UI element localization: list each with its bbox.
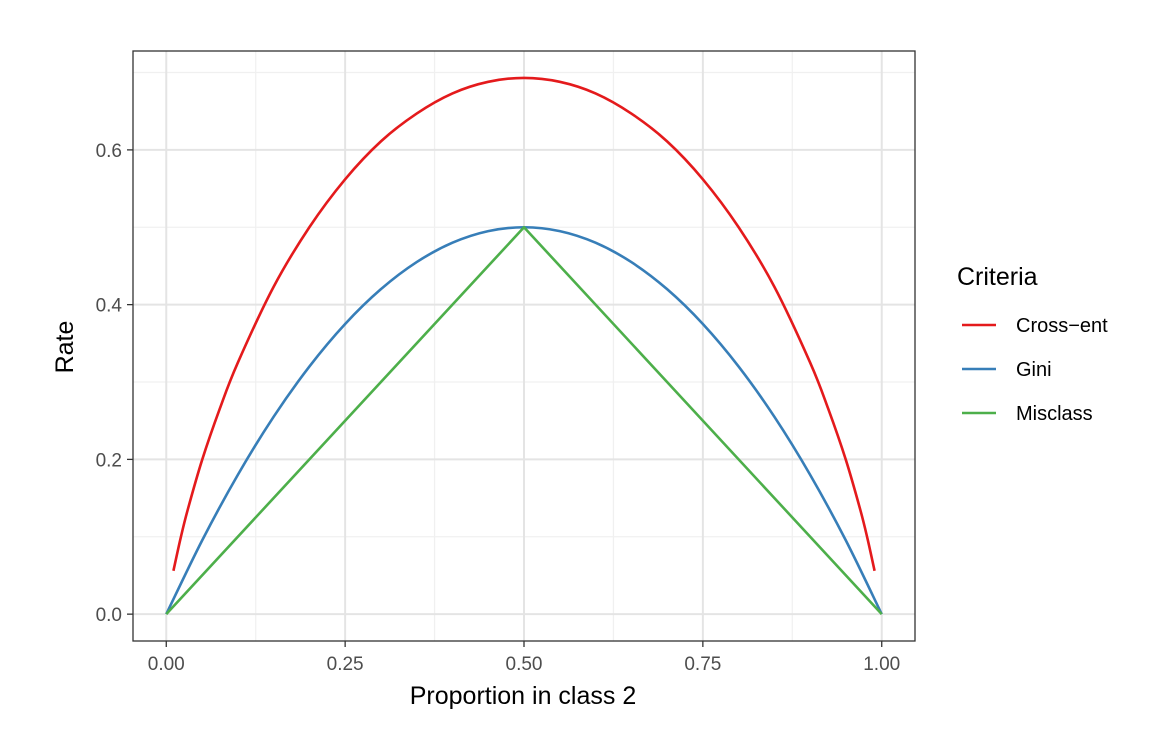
y-axis-title: Rate <box>51 321 79 374</box>
x-axis-title: Proportion in class 2 <box>410 682 637 710</box>
series-lines <box>165 76 883 616</box>
legend-item-gini: Gini <box>962 359 1052 381</box>
legend-label: Cross−ent <box>1016 315 1108 337</box>
series-line-misclass <box>165 225 883 616</box>
legend-items: Cross−ent Gini Misclass <box>962 315 1108 425</box>
legend-title: Criteria <box>957 263 1038 291</box>
grid-major <box>133 51 915 641</box>
y-tick-label: 0.4 <box>96 296 123 317</box>
series-line-cross-ent <box>172 76 876 572</box>
y-tick-label: 0.2 <box>96 450 122 471</box>
x-tick-label: 0.25 <box>327 654 364 675</box>
legend-label: Gini <box>1016 359 1052 381</box>
x-tick-label: 0.50 <box>506 654 543 675</box>
y-tick-label: 0.0 <box>96 605 122 626</box>
x-axis: 0.00 0.25 0.50 0.75 1.00 <box>148 641 900 675</box>
x-tick-label: 1.00 <box>863 654 900 675</box>
legend: Criteria Cross−ent Gini Misclass <box>957 263 1108 425</box>
legend-item-misclass: Misclass <box>962 403 1093 425</box>
y-axis: 0.0 0.2 0.4 0.6 <box>96 141 133 626</box>
x-tick-label: 0.00 <box>148 654 185 675</box>
legend-label: Misclass <box>1016 403 1093 425</box>
x-tick-label: 0.75 <box>684 654 721 675</box>
legend-item-cross-ent: Cross−ent <box>962 315 1108 337</box>
y-tick-label: 0.6 <box>96 141 122 162</box>
